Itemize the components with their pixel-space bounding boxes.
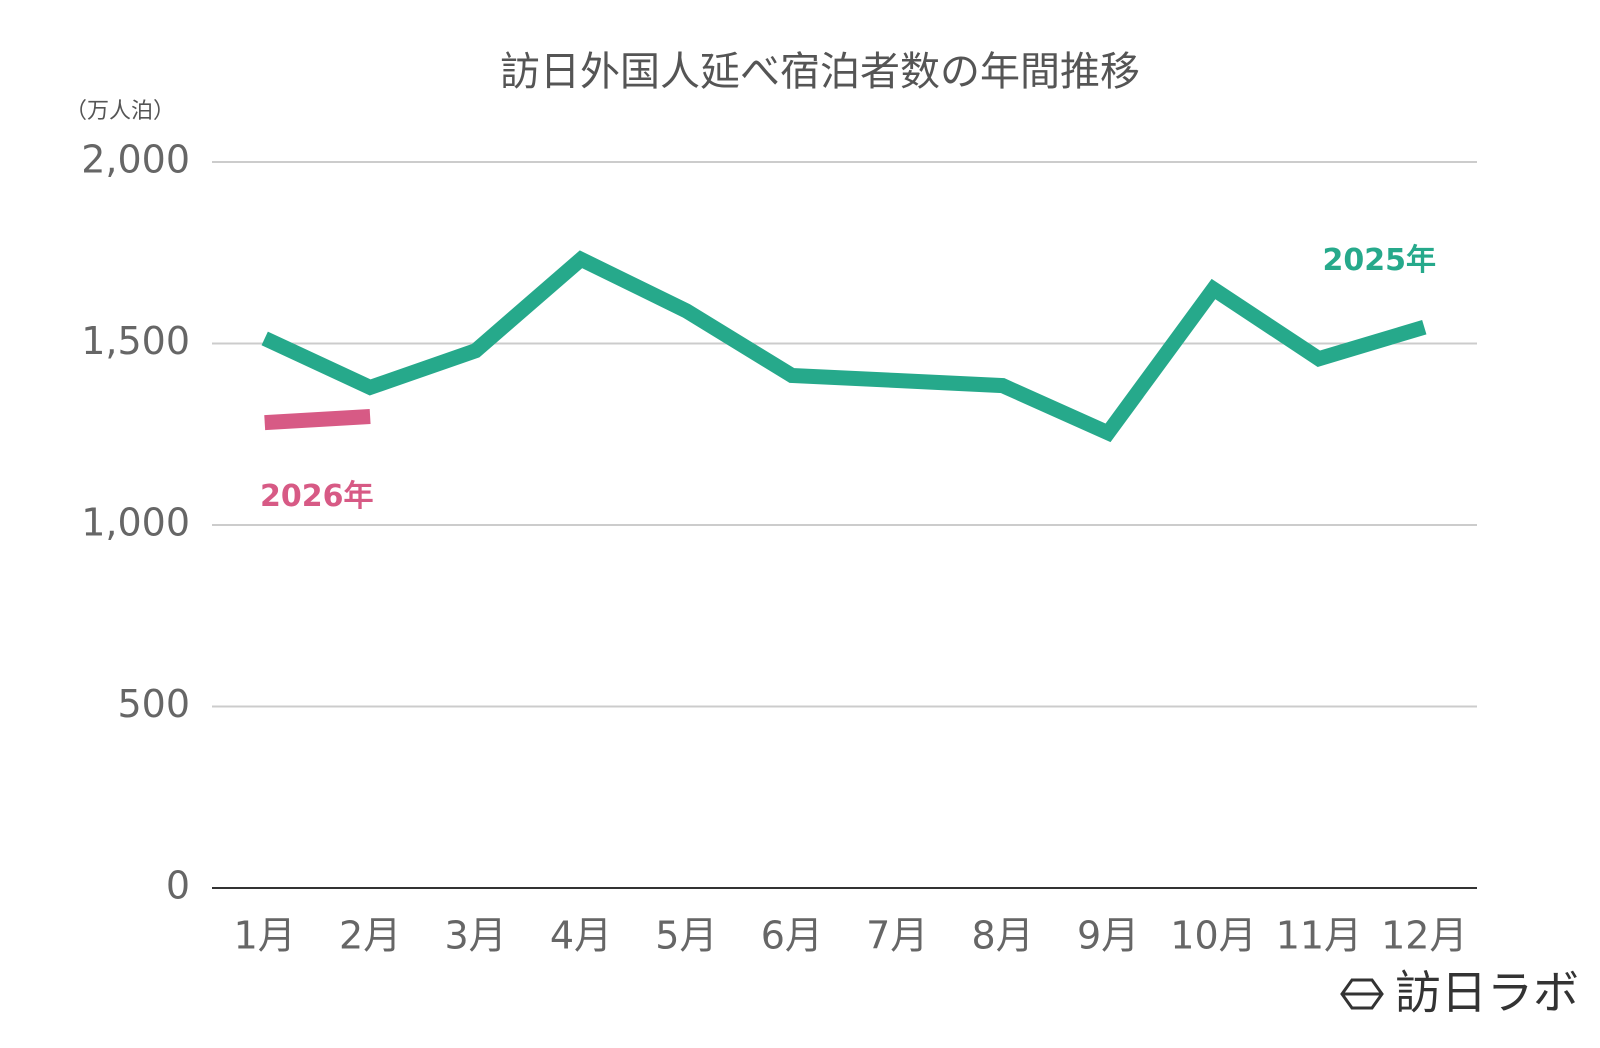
x-tick-label: 12月 [1381,914,1467,958]
y-tick-label: 1,500 [81,319,190,363]
y-unit: （万人泊） [65,99,175,124]
series-line [264,408,371,431]
series-line [261,250,1427,443]
y-tick-label: 1,000 [81,501,190,545]
x-tick-label: 9月 [1077,914,1139,958]
x-tick-label: 10月 [1170,914,1256,958]
x-tick-label: 3月 [444,914,506,958]
y-tick-label: 2,000 [81,138,190,182]
series-label: 2025年 [1323,243,1437,278]
series-label: 2026年 [260,479,374,514]
x-tick-label: 5月 [655,914,717,958]
x-tick-label: 6月 [761,914,823,958]
x-tick-label: 11月 [1276,914,1362,958]
x-tick-label: 7月 [866,914,928,958]
x-tick-label: 8月 [972,914,1034,958]
y-tick-label: 0 [166,864,190,908]
x-tick-label: 4月 [550,914,612,958]
y-tick-label: 500 [117,682,190,726]
x-tick-label: 2月 [339,914,401,958]
brand-name: 訪日ラボ [1395,966,1579,1020]
chart-title: 訪日外国人延べ宿泊者数の年間推移 [500,49,1140,95]
brand-logo: 訪日ラボ [1340,966,1579,1020]
x-tick-label: 1月 [234,914,296,958]
